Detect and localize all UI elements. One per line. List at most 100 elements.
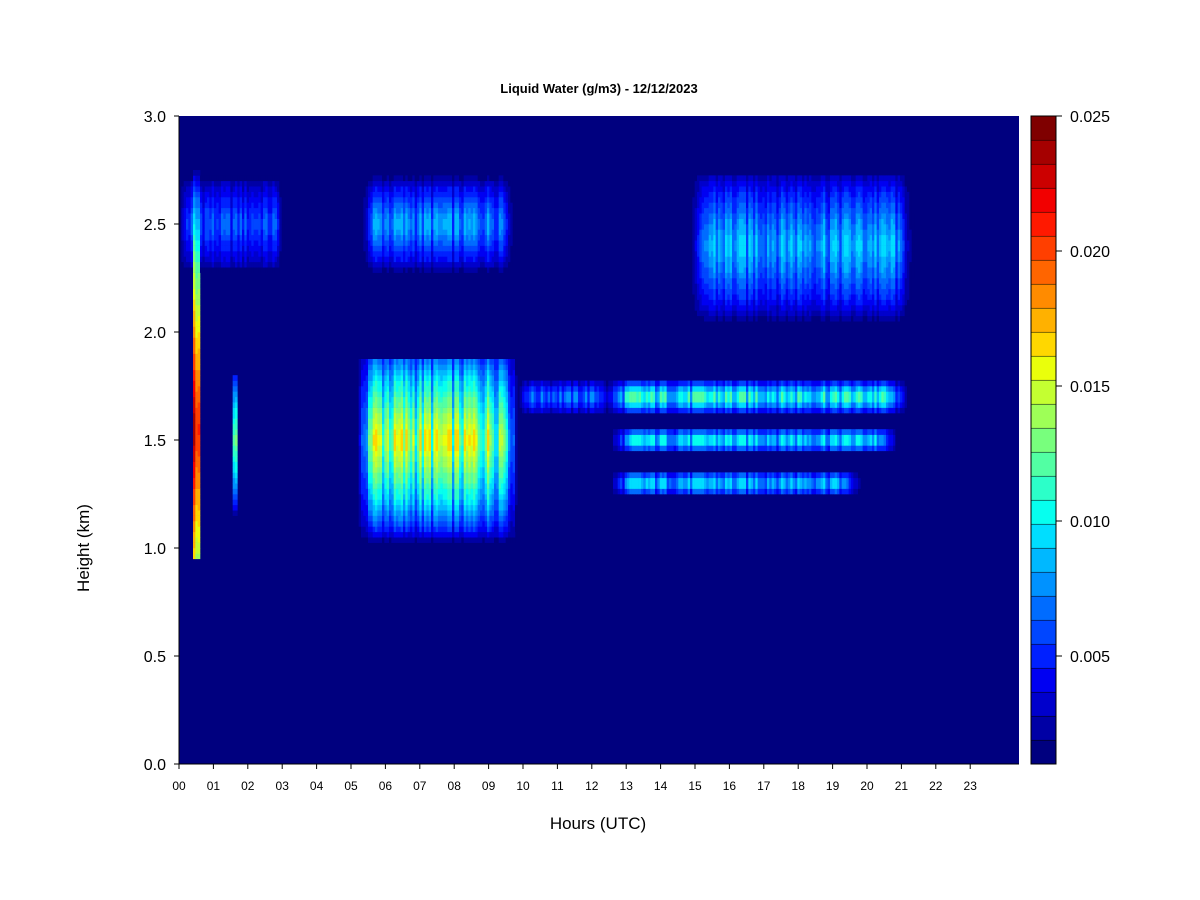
heatmap-cell [610, 445, 614, 452]
heatmap-cell [480, 186, 483, 192]
heatmap-cell [417, 407, 420, 414]
heatmap-cell [396, 440, 399, 446]
heatmap-cell [449, 251, 453, 257]
heatmap-cell [270, 186, 273, 192]
heatmap-cell [428, 391, 432, 398]
heatmap-cell [470, 261, 474, 268]
heatmap-cell [442, 359, 446, 365]
heatmap-cell [363, 207, 366, 214]
heatmap-cell [230, 213, 233, 219]
heatmap-cell [389, 207, 392, 214]
heatmap-cell [417, 202, 420, 209]
heatmap-cell [368, 407, 371, 414]
heatmap-cell [197, 191, 201, 198]
heatmap-cell [477, 450, 481, 457]
heatmap-cell [433, 456, 436, 462]
heatmap-cell [391, 526, 394, 533]
heatmap-cell [622, 434, 625, 441]
heatmap-cell [475, 483, 478, 489]
heatmap-cell [494, 526, 497, 533]
heatmap-cell [442, 531, 446, 538]
heatmap-cell [508, 440, 511, 446]
heatmap-cell [468, 461, 471, 468]
heatmap-cell [624, 407, 628, 414]
heatmap-cell [559, 386, 562, 392]
heatmap-cell [195, 364, 198, 371]
heatmap-cell [515, 488, 518, 495]
heatmap-cell [389, 380, 392, 387]
heatmap-cell [372, 245, 376, 252]
heatmap-cell [242, 186, 245, 192]
heatmap-cell [470, 191, 474, 198]
heatmap-cell [456, 504, 460, 511]
heatmap-cell [389, 407, 392, 414]
heatmap-cell [265, 218, 268, 225]
heatmap-cell [379, 526, 383, 533]
heatmap-cell [610, 402, 614, 408]
heatmap-cell [270, 234, 273, 241]
heatmap-cell [447, 434, 450, 441]
heatmap-cell [435, 267, 439, 273]
heatmap-cell [218, 191, 222, 198]
heatmap-cell [426, 440, 429, 446]
heatmap-cell [508, 504, 511, 511]
heatmap-cell [433, 396, 436, 403]
heatmap-cell [484, 364, 488, 371]
heatmap-cell [508, 515, 511, 522]
heatmap-cell [195, 472, 198, 479]
heatmap-cell [617, 434, 621, 441]
heatmap-cell [484, 175, 488, 182]
heatmap-cell [407, 364, 411, 371]
heatmap-cell [204, 175, 208, 182]
heatmap-cell [414, 472, 418, 479]
heatmap-cell [466, 191, 469, 198]
heatmap-cell [431, 440, 434, 446]
heatmap-cell [186, 218, 189, 225]
heatmap-cell [468, 267, 471, 273]
heatmap-cell [468, 180, 471, 187]
heatmap-cell [421, 364, 425, 371]
heatmap-cell [505, 186, 509, 192]
heatmap-cell [503, 402, 506, 408]
heatmap-cell [375, 423, 378, 430]
heatmap-cell [274, 197, 278, 203]
heatmap-cell [377, 267, 380, 273]
heatmap-cell [235, 375, 238, 381]
heatmap-cell [375, 256, 378, 263]
heatmap-cell [489, 218, 492, 225]
heatmap-cell [431, 445, 434, 452]
heatmap-cell [228, 175, 231, 182]
heatmap-cell [547, 396, 551, 403]
heatmap-cell [496, 537, 499, 543]
heatmap-cell [470, 429, 474, 435]
heatmap-cell [368, 440, 371, 446]
heatmap-cell [211, 251, 215, 257]
heatmap-cell [498, 186, 502, 192]
heatmap-cell [412, 364, 415, 371]
heatmap-cell [589, 386, 593, 392]
heatmap-cell [510, 180, 513, 187]
heatmap-cell [536, 396, 539, 403]
heatmap-cell [533, 391, 537, 398]
heatmap-cell [389, 197, 392, 203]
heatmap-cell [223, 202, 226, 209]
heatmap-cell [487, 510, 490, 516]
heatmap-cell [379, 450, 383, 457]
heatmap-cell [188, 218, 191, 225]
heatmap-cell [468, 494, 471, 500]
heatmap-cell [410, 391, 413, 398]
heatmap-cell [473, 445, 476, 452]
heatmap-cell [424, 364, 427, 371]
heatmap-cell [435, 504, 439, 511]
heatmap-cell [452, 251, 455, 257]
heatmap-cell [410, 440, 413, 446]
heatmap-cell [202, 251, 205, 257]
heatmap-cell [398, 251, 401, 257]
heatmap-cell [274, 256, 278, 263]
heatmap-cell [489, 494, 492, 500]
heatmap-cell [260, 186, 264, 192]
heatmap-cell [188, 213, 191, 219]
heatmap-cell [447, 472, 450, 479]
heatmap-cell [396, 521, 399, 527]
heatmap-cell [368, 364, 371, 371]
